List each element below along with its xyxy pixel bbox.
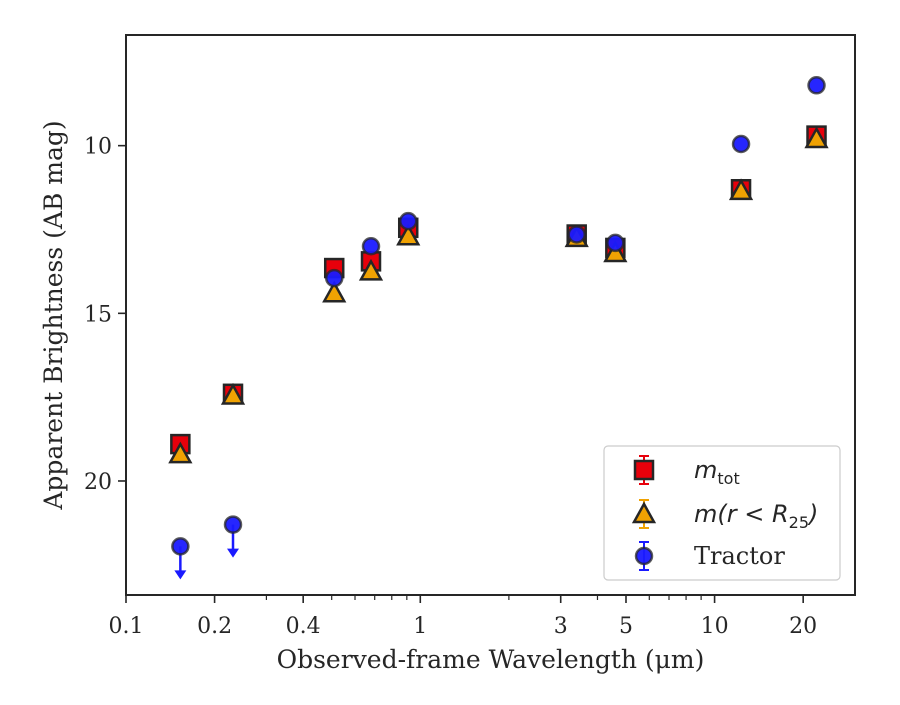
circle-marker	[326, 270, 342, 286]
circle-marker	[363, 238, 379, 254]
data-point	[569, 227, 585, 243]
x-tick-label: 3	[554, 614, 568, 639]
data-point	[809, 77, 825, 93]
y-axis-title: Apparent Brightness (AB mag)	[39, 120, 68, 510]
circle-marker	[636, 548, 652, 564]
data-point	[733, 136, 749, 152]
legend-marker	[636, 548, 652, 564]
series-1	[170, 129, 826, 462]
x-tick-label: 10	[701, 614, 729, 639]
data-point	[400, 213, 416, 229]
circle-marker	[569, 227, 585, 243]
legend-label: Tractor	[694, 542, 785, 570]
x-tick-label: 1	[413, 614, 427, 639]
upper-limit-arrowhead	[174, 570, 186, 579]
circle-marker	[225, 517, 241, 533]
data-point	[326, 270, 342, 286]
upper-limit-arrowhead	[227, 549, 239, 558]
x-tick-label: 20	[789, 614, 817, 639]
data-point	[172, 538, 188, 554]
y-tick-label: 20	[84, 470, 112, 495]
legend-marker	[635, 461, 653, 479]
circle-marker	[172, 538, 188, 554]
legend: mtotm(r < R25)Tractor	[604, 446, 840, 580]
circle-marker	[607, 235, 623, 251]
x-tick-label: 0.2	[197, 614, 232, 639]
x-tick-label: 5	[619, 614, 633, 639]
y-tick-label: 15	[84, 302, 112, 327]
data-point	[363, 238, 379, 254]
series-0	[171, 127, 825, 454]
x-tick-label: 0.1	[109, 614, 144, 639]
data-point	[225, 517, 241, 533]
circle-marker	[400, 213, 416, 229]
x-tick-label: 0.4	[286, 614, 321, 639]
x-axis-title: Observed-frame Wavelength (μm)	[277, 645, 705, 674]
square-marker	[635, 461, 653, 479]
circle-marker	[809, 77, 825, 93]
data-point	[607, 235, 623, 251]
y-tick-label: 10	[84, 135, 112, 160]
circle-marker	[733, 136, 749, 152]
